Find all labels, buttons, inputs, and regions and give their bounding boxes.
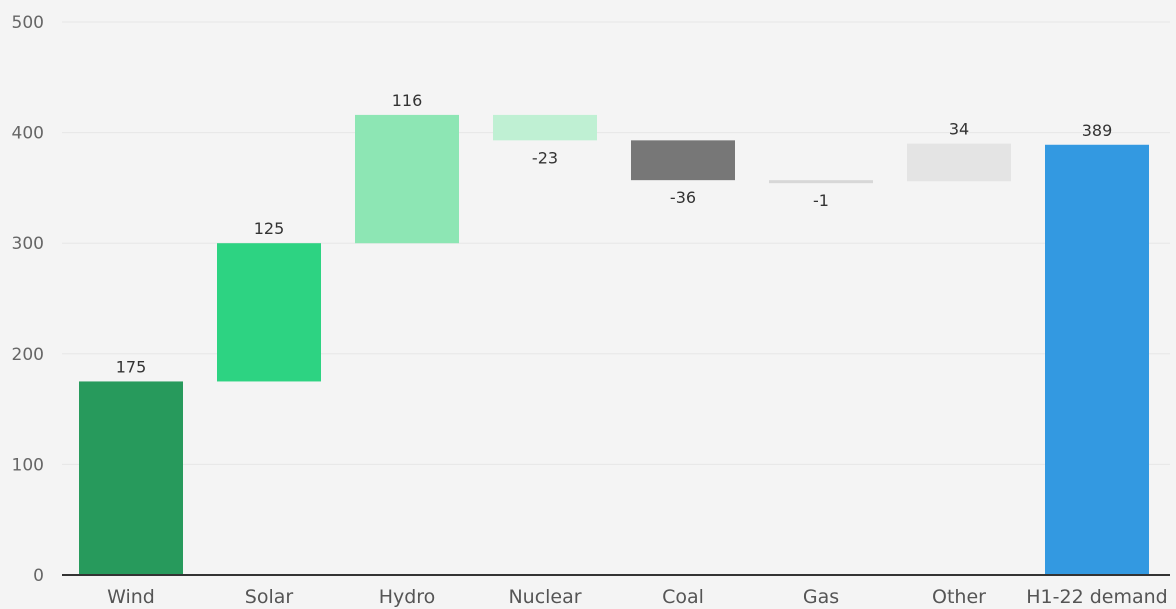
- data-label: 389: [1082, 121, 1113, 140]
- y-tick-label: 400: [12, 124, 44, 144]
- bar-nuclear: [493, 114, 597, 141]
- data-label: 116: [392, 91, 423, 110]
- bar-solar: [217, 243, 321, 382]
- y-tick-label: 100: [12, 455, 44, 475]
- x-tick-label: Wind: [107, 586, 155, 608]
- bar-gas: [769, 180, 873, 184]
- x-tick-label: Hydro: [379, 586, 436, 608]
- x-tick-label: Coal: [662, 586, 704, 608]
- x-axis-labels: Wind Solar Hydro Nuclear Coal Gas Other H1-22 d…: [107, 586, 1168, 608]
- x-tick-label: Nuclear: [508, 586, 581, 608]
- data-labels: 175 125 116 -23 -36 -1 34 389: [116, 91, 1113, 377]
- y-axis-ticks: 0 100 200 300 400 500: [12, 13, 44, 586]
- x-tick-label: Solar: [245, 586, 294, 608]
- data-label: 175: [116, 357, 147, 376]
- bar-wind: [79, 381, 183, 575]
- data-label: -23: [532, 148, 558, 167]
- data-label: 125: [254, 219, 285, 238]
- data-label: -36: [670, 188, 696, 207]
- y-tick-label: 300: [12, 234, 44, 254]
- x-tick-label: Other: [932, 586, 986, 608]
- bar-h1-22-demand: [1045, 144, 1149, 576]
- x-tick-label: H1-22 demand: [1026, 586, 1167, 608]
- data-label: -1: [813, 191, 829, 210]
- y-tick-label: 200: [12, 345, 44, 365]
- y-tick-label: 500: [12, 13, 44, 33]
- x-tick-label: Gas: [803, 586, 839, 608]
- bar-other: [907, 143, 1011, 182]
- bars: [79, 114, 1149, 576]
- y-tick-label: 0: [33, 566, 44, 586]
- data-label: 34: [949, 120, 969, 139]
- bar-hydro: [355, 114, 459, 244]
- bar-coal: [631, 140, 735, 181]
